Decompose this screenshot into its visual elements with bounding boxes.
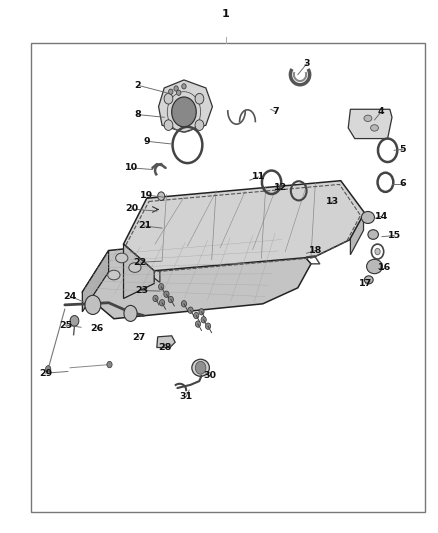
Circle shape [194,312,199,319]
Circle shape [153,295,158,302]
Text: 17: 17 [359,279,372,288]
Ellipse shape [371,125,378,131]
Text: 12: 12 [274,183,287,192]
Circle shape [375,248,380,255]
Polygon shape [124,181,364,271]
Text: 29: 29 [39,369,52,377]
Circle shape [159,300,165,306]
Polygon shape [82,251,109,312]
Circle shape [195,361,206,374]
Circle shape [201,317,206,323]
Ellipse shape [116,253,128,263]
Text: 15: 15 [388,231,401,240]
Text: 5: 5 [400,145,406,154]
Ellipse shape [364,115,372,122]
Circle shape [85,295,101,314]
Text: 31: 31 [180,392,193,401]
Text: 8: 8 [134,110,141,119]
Text: 26: 26 [91,324,104,333]
Text: 23: 23 [135,286,148,295]
Ellipse shape [364,276,373,284]
Text: 1: 1 [222,9,230,19]
Text: 18: 18 [309,246,322,255]
Circle shape [164,291,169,297]
Polygon shape [159,80,212,132]
Ellipse shape [361,212,374,223]
Circle shape [168,296,173,303]
Text: 7: 7 [272,108,279,116]
Circle shape [159,284,164,290]
Circle shape [158,192,165,200]
Circle shape [174,86,178,91]
Circle shape [164,120,173,131]
Circle shape [124,305,137,321]
Polygon shape [82,232,311,319]
Text: 10: 10 [125,164,138,172]
Bar [31,43,425,512]
Text: 13: 13 [326,197,339,206]
Circle shape [188,307,193,313]
Polygon shape [157,336,175,348]
Circle shape [181,301,187,307]
Ellipse shape [368,230,378,239]
Circle shape [107,361,112,368]
Ellipse shape [108,270,120,280]
Circle shape [182,84,186,89]
Circle shape [169,89,173,94]
Circle shape [195,93,204,104]
Text: 25: 25 [59,321,72,329]
Text: 19: 19 [140,191,153,199]
Polygon shape [127,182,364,266]
Text: 6: 6 [399,180,406,188]
Text: 20: 20 [125,205,138,213]
Text: 28: 28 [158,343,171,352]
Text: 11: 11 [252,173,265,181]
Text: 4: 4 [378,108,385,116]
Text: 24: 24 [64,292,77,301]
Circle shape [164,93,173,104]
Text: 21: 21 [138,222,151,230]
Circle shape [70,316,79,326]
Text: 16: 16 [378,263,391,272]
Polygon shape [124,244,154,298]
Ellipse shape [192,359,209,376]
Polygon shape [348,109,392,139]
Circle shape [195,120,204,131]
Polygon shape [350,213,364,255]
Circle shape [46,366,51,372]
Circle shape [195,321,201,327]
Text: 30: 30 [204,372,217,380]
Ellipse shape [129,263,141,272]
Text: 14: 14 [374,212,388,221]
Text: 2: 2 [134,81,141,90]
Circle shape [172,97,196,127]
Text: 3: 3 [304,60,310,68]
Circle shape [199,309,204,315]
Text: 9: 9 [143,137,150,146]
Polygon shape [127,243,160,282]
Text: 22: 22 [134,258,147,266]
Ellipse shape [367,260,382,274]
Text: 27: 27 [133,334,146,342]
Circle shape [205,323,211,329]
Circle shape [177,90,181,95]
